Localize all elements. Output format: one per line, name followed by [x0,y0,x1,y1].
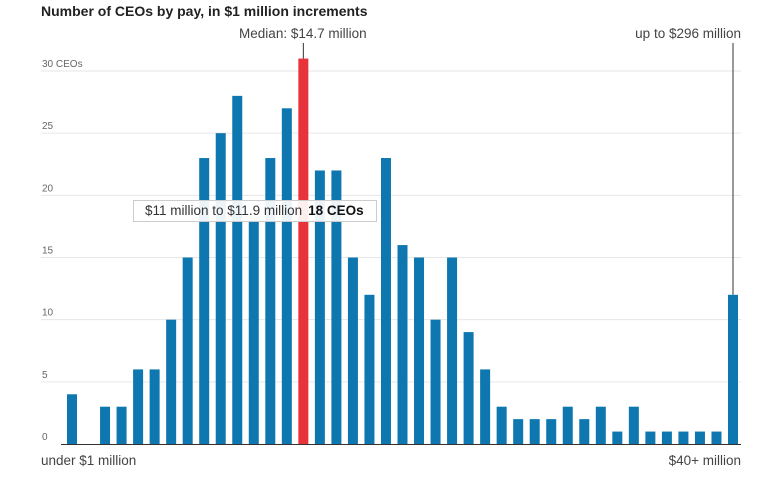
bar [166,319,177,444]
bar [579,419,590,444]
bar [628,406,639,444]
bar [116,406,127,444]
bar [265,158,276,445]
bar [562,406,573,444]
y-tick-label: 25 [42,121,54,132]
bar [529,419,540,444]
bar [661,431,672,444]
y-tick-label: 20 [42,183,54,194]
bar [711,431,722,444]
y-tick-label: 0 [42,432,48,443]
bar [447,257,458,444]
bar [199,158,210,445]
x-axis-start-label: under $1 million [41,453,136,468]
bar [133,369,144,444]
bar [546,419,557,444]
bar [331,170,342,444]
bar [364,294,375,444]
tooltip-range: $11 million to $11.9 million [145,203,303,218]
bar [414,257,425,444]
bar [694,431,705,444]
bar [100,406,111,444]
bar [678,431,689,444]
y-tick-label: 5 [42,370,48,381]
bar [645,431,656,444]
bar [215,133,226,444]
median-bar [298,58,309,445]
bar [380,158,391,445]
y-tick-label: 10 [42,308,54,319]
bar [480,369,491,444]
median-annotation: Median: $14.7 million [239,26,367,41]
bar [496,406,507,444]
bar [67,394,77,444]
bar [513,419,524,444]
bar [595,406,606,444]
bar [728,294,738,444]
tooltip-value: 18 CEOs [308,203,364,218]
y-tick-label: 15 [42,246,54,257]
bar [612,431,623,444]
bar-tooltip: $11 million to $11.9 million 18 CEOs [133,200,377,222]
bar [397,245,408,444]
bar [463,332,474,444]
max-annotation: up to $296 million [635,26,741,41]
bar [314,170,325,444]
x-axis-end-label: $40+ million [669,453,741,468]
bar [248,220,259,444]
bar [182,257,193,444]
bar [347,257,358,444]
y-tick-label: 30 CEOs [42,59,83,70]
bar [149,369,160,444]
chart-title: Number of CEOs by pay, in $1 million inc… [41,3,368,19]
bar [281,108,292,445]
bar [232,95,243,444]
bar [430,319,441,444]
